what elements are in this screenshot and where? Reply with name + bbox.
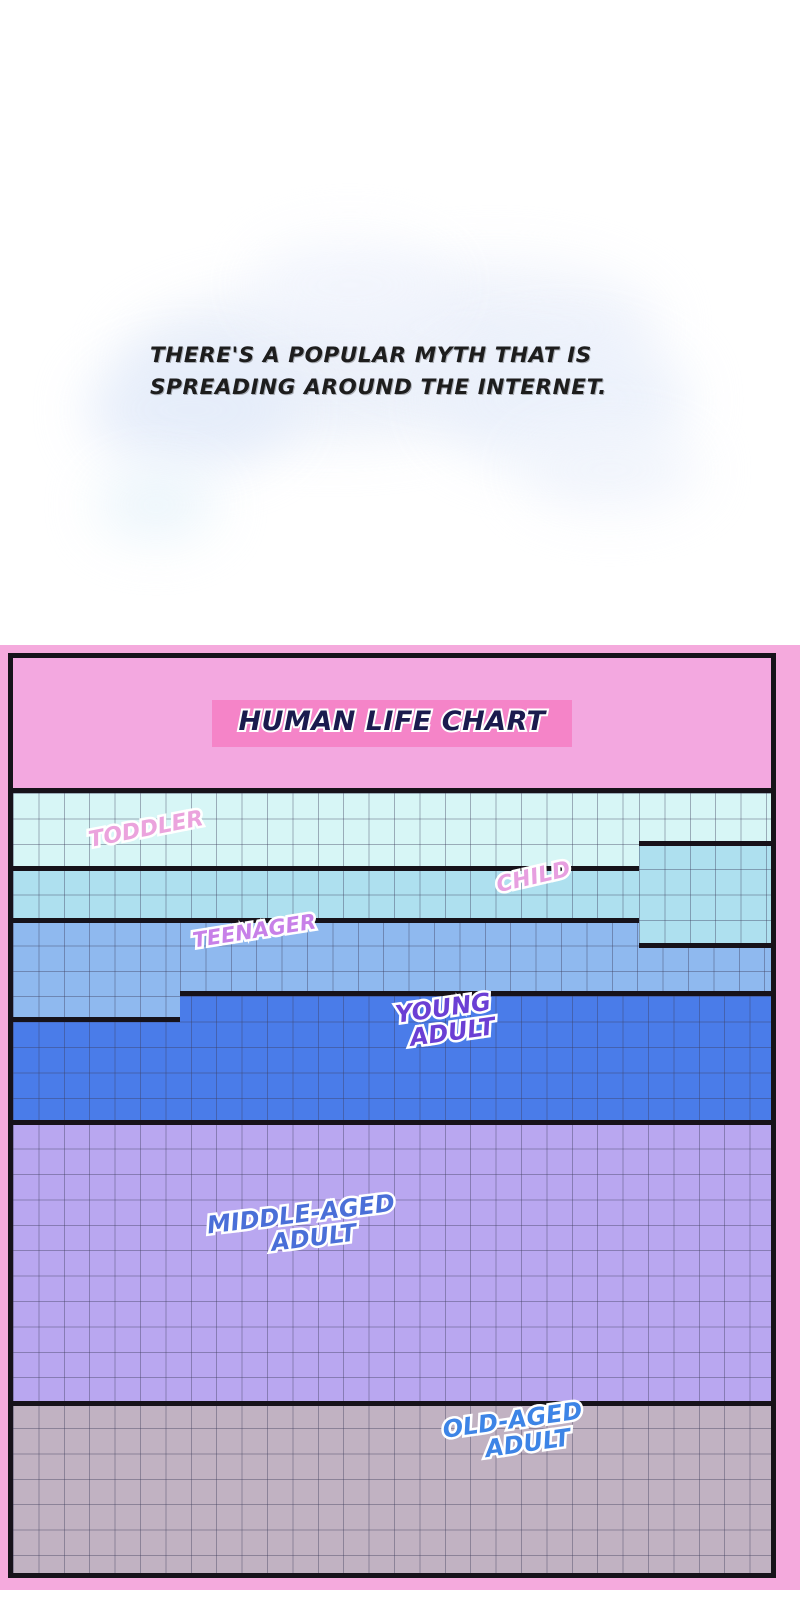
cloud-shape [96,470,216,540]
chart-title: Human Life Chart [236,704,547,739]
cloud-shape [86,350,296,470]
chart-title-plate: Human Life Chart [212,699,572,747]
cloud-shape [250,240,450,330]
narration-line-1: There's a popular myth that is [150,343,592,368]
chart-header: Human Life Chart [13,658,771,793]
chart-plot-area [13,793,771,1573]
band-grid [639,793,771,841]
narration-line-2: spreading around the internet. [150,375,607,400]
narration-text: There's a popular myth that is spreading… [150,340,670,404]
chart-frame: Human Life Chart [8,653,776,1578]
cloud-shape [520,430,700,510]
band-toddler [639,793,771,846]
band-grid [13,793,639,866]
narration-panel: There's a popular myth that is spreading… [0,0,800,645]
chart-panel: Human Life Chart [0,645,800,1590]
band-toddler [13,793,639,871]
